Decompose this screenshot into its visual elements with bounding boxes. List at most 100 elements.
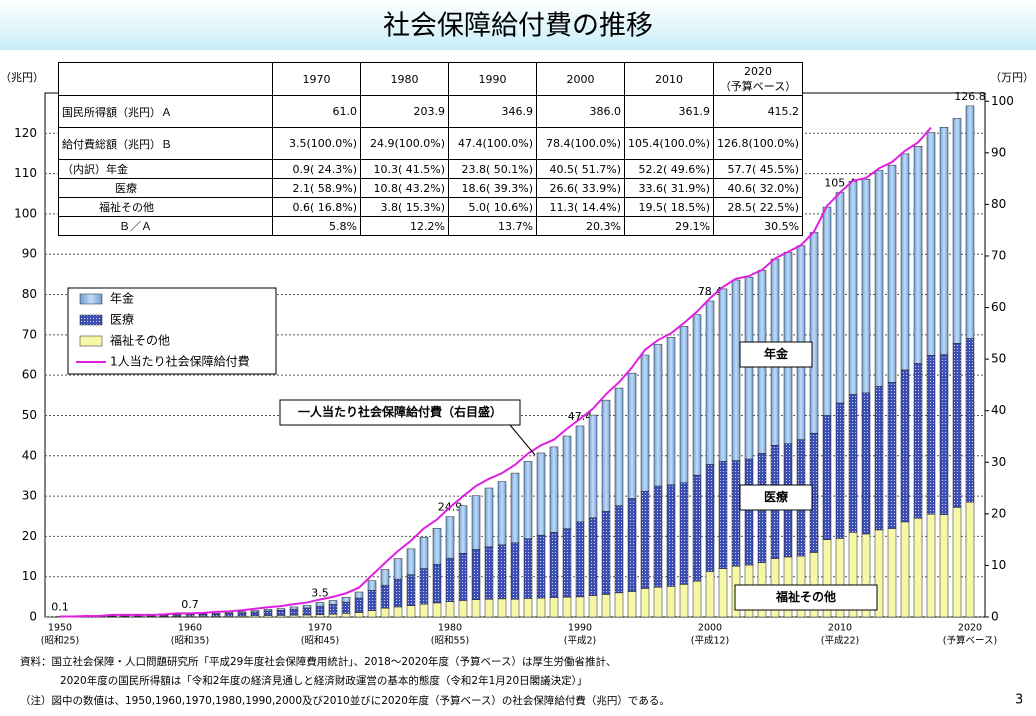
bar-segment xyxy=(861,392,871,535)
bar-segment xyxy=(653,344,663,487)
bar-segment xyxy=(471,599,481,618)
bar-segment xyxy=(887,528,897,618)
y2-axis-label: （万円） xyxy=(990,71,1034,84)
bar-segment xyxy=(432,528,442,565)
bar-segment xyxy=(588,517,598,596)
legend-box xyxy=(67,287,277,375)
y2-tick-label: 60 xyxy=(991,300,1006,314)
bar-segment xyxy=(224,613,234,617)
data-table: 1970 1980 1990 2000 2010 2020 （予算ベース） 国民所得額（兆円）… xyxy=(58,62,804,236)
bar-segment xyxy=(848,394,858,533)
bar-segment xyxy=(575,425,585,523)
bar-segment xyxy=(276,608,286,611)
bar-segment xyxy=(575,521,585,598)
x-tick-label: 1990 xyxy=(568,623,592,634)
column-year: 2000 xyxy=(566,72,595,86)
row-label: 給付費総額（兆円）Ｂ xyxy=(58,127,273,160)
table-cell: 57.7( 45.5%) xyxy=(713,159,804,179)
bar-segment xyxy=(653,485,663,588)
bar-segment xyxy=(445,557,455,602)
table-cell: 52.2( 49.6%) xyxy=(623,159,715,179)
column-year: 2010 xyxy=(655,72,684,86)
table-cell: 40.6( 32.0%) xyxy=(713,178,804,198)
y2-tick-label: 20 xyxy=(991,506,1006,520)
bar-segment xyxy=(263,610,273,616)
column-header: 1990 xyxy=(448,62,537,96)
bar-segment xyxy=(484,546,494,600)
bar-segment xyxy=(822,206,832,416)
legend-label: 医療 xyxy=(110,313,134,327)
bar-segment xyxy=(393,558,403,580)
table-cell: 346.9 xyxy=(448,95,537,128)
column-header: 2010 xyxy=(623,62,715,96)
table-cell: 40.5( 51.7%) xyxy=(536,159,625,179)
bar-segment xyxy=(315,602,325,607)
bar-segment xyxy=(601,594,611,618)
bar-segment xyxy=(835,192,845,404)
bar-segment xyxy=(692,580,702,618)
bar-segment xyxy=(718,288,728,462)
y2-tick-label: 100 xyxy=(991,94,1014,108)
bar-segment xyxy=(601,511,611,595)
bar-segment xyxy=(354,612,364,618)
table-cell: 105.4(100.0%) xyxy=(623,127,715,160)
bar-segment xyxy=(276,610,286,616)
table-cell: 10.8( 43.2%) xyxy=(360,178,449,198)
table-cell: 3.8( 15.3%) xyxy=(360,197,449,217)
table-cell: 3.5(100.0%) xyxy=(272,127,361,160)
table-cell: 30.5% xyxy=(713,216,804,236)
bar-segment xyxy=(315,605,325,615)
bar-segment xyxy=(848,181,858,395)
y2-tick-label: 40 xyxy=(991,403,1006,417)
y2-tick-label: 10 xyxy=(991,558,1006,572)
bar-segment xyxy=(614,592,624,618)
table-cell: 203.9 xyxy=(360,95,449,128)
bar-segment xyxy=(679,326,689,484)
bar-segment xyxy=(419,603,429,618)
bar-segment xyxy=(432,602,442,618)
note: 資料：国立社会保障・人口問題研究所「平成29年度社会保障費用統計」、2018～2… xyxy=(20,655,617,668)
bar-segment xyxy=(328,600,338,605)
bar-segment xyxy=(666,484,676,587)
x-tick-sublabel: (昭和55) xyxy=(431,636,470,647)
table-cell: 18.6( 39.3%) xyxy=(448,178,537,198)
note: （注）図中の数値は、1950,1960,1970,1980,1990,2000及… xyxy=(20,694,670,707)
bar-segment xyxy=(666,586,676,618)
y-tick-label: 40 xyxy=(22,448,37,462)
legend-swatch xyxy=(79,314,103,326)
bar-segment xyxy=(497,544,507,600)
bar-segment xyxy=(640,354,650,492)
table-cell: 0.9( 24.3%) xyxy=(272,159,361,179)
row-label: 医療 xyxy=(58,178,273,198)
annotation: 年金 xyxy=(764,346,789,361)
y2-tick-label: 70 xyxy=(991,248,1006,262)
row-label: （内訳）年金 xyxy=(58,159,273,179)
column-year: 1990 xyxy=(478,72,507,86)
bar-segment xyxy=(380,569,390,586)
bar-segment xyxy=(536,452,546,536)
bar-segment xyxy=(965,338,975,503)
bar-segment xyxy=(471,549,481,600)
bar-segment xyxy=(614,505,624,594)
bar-segment xyxy=(861,179,871,394)
y2-tick-label: 0 xyxy=(991,610,999,624)
bar-segment xyxy=(302,607,312,616)
callout-line xyxy=(509,424,536,456)
bar-segment xyxy=(926,132,936,356)
bar-segment xyxy=(588,414,598,519)
bar-segment xyxy=(393,578,403,608)
bar-segment xyxy=(926,355,936,515)
x-tick-label: 2020 xyxy=(958,623,982,634)
bar-segment xyxy=(731,460,741,567)
column-header: 1970 xyxy=(272,62,361,96)
bar-segment xyxy=(705,571,715,618)
annotation-box xyxy=(734,584,878,611)
table-cell: 386.0 xyxy=(536,95,625,128)
bar-segment xyxy=(744,276,754,460)
bar-segment xyxy=(406,605,416,618)
table-cell: 33.6( 31.9%) xyxy=(623,178,715,198)
bar-segment xyxy=(458,505,468,554)
bar-segment xyxy=(718,568,728,618)
x-tick-sublabel: (昭和25) xyxy=(41,636,80,647)
bar-segment xyxy=(341,601,351,614)
